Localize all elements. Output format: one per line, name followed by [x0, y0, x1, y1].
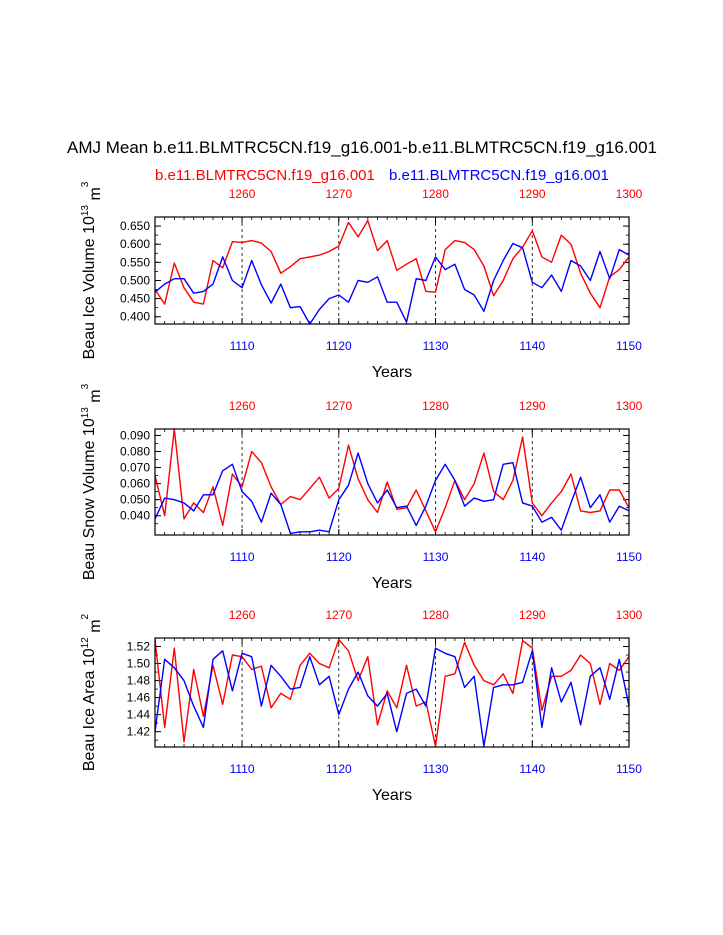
x-tick-label-top: 1260 — [229, 187, 256, 201]
y-tick-label: 0.040 — [120, 509, 150, 523]
x-axis-title: Years — [372, 787, 412, 804]
x-tick-label-top: 1300 — [616, 399, 643, 413]
y-tick-label: 0.050 — [120, 493, 150, 507]
x-tick-label-top: 1260 — [229, 399, 256, 413]
x-tick-label-bottom: 1130 — [423, 339, 449, 353]
y-tick-label: 1.48 — [127, 674, 151, 688]
x-tick-label-bottom: 1110 — [230, 339, 255, 353]
x-axis-title: Years — [372, 364, 412, 381]
x-tick-label-top: 1280 — [422, 608, 449, 622]
y-axis-title: Beau Ice Volume 1013 m3 — [80, 181, 104, 359]
x-tick-label-top: 1270 — [325, 608, 352, 622]
x-tick-label-top: 1300 — [616, 187, 643, 201]
plot-frame — [154, 428, 630, 536]
x-tick-label-bottom: 1120 — [326, 339, 352, 353]
series-line-red — [154, 428, 630, 533]
x-tick-label-bottom: 1140 — [519, 762, 545, 776]
legend-red-label: b.e11.BLMTRC5CN.f19_g16.001 — [155, 167, 375, 184]
y-tick-label: 1.46 — [127, 691, 151, 705]
plot-frame — [154, 216, 630, 325]
y-tick-label: 0.450 — [120, 292, 150, 306]
series-line-red — [154, 639, 630, 747]
series-line-blue — [154, 242, 630, 325]
x-tick-label-top: 1260 — [229, 608, 256, 622]
y-tick-label: 0.090 — [120, 428, 150, 442]
y-tick-label: 1.52 — [127, 640, 151, 654]
x-tick-label-top: 1280 — [422, 399, 449, 413]
y-tick-label: 0.070 — [120, 461, 150, 475]
panel-1: 1110 1120 1130 1140 1150 1260 1270 1280 1290 1300… — [80, 181, 643, 381]
series-line-blue — [154, 452, 630, 535]
y-tick-label: 0.550 — [120, 255, 150, 269]
series-line-blue — [154, 647, 630, 747]
x-tick-label-top: 1300 — [616, 608, 643, 622]
x-tick-label-bottom: 1120 — [326, 762, 352, 776]
y-axis-title: Beau Ice Area 1012 m2 — [80, 613, 104, 771]
x-tick-label-bottom: 1110 — [230, 762, 255, 776]
y-axis-title: Beau Snow Volume 1013 m3 — [80, 383, 104, 580]
x-tick-label-bottom: 1150 — [616, 550, 642, 564]
series-line-red — [154, 219, 630, 309]
x-tick-label-bottom: 1150 — [616, 762, 642, 776]
x-tick-label-bottom: 1140 — [519, 550, 545, 564]
x-tick-label-top: 1290 — [519, 608, 546, 622]
plot-frame — [154, 637, 630, 748]
x-tick-label-top: 1270 — [325, 399, 352, 413]
y-tick-label: 0.650 — [120, 219, 150, 233]
x-tick-label-top: 1290 — [519, 187, 546, 201]
x-tick-label-top: 1270 — [325, 187, 352, 201]
panel-3: 1110 1120 1130 1140 1150 1260 1270 1280 1290 1300… — [80, 608, 643, 804]
y-tick-label: 1.44 — [127, 708, 151, 722]
x-tick-label-bottom: 1130 — [423, 550, 449, 564]
y-tick-label: 0.080 — [120, 444, 150, 458]
x-tick-label-bottom: 1110 — [230, 550, 255, 564]
x-tick-label-bottom: 1150 — [616, 339, 642, 353]
panel-2: 1110 1120 1130 1140 1150 1260 1270 1280 1290 1300… — [80, 383, 643, 592]
x-tick-label-top: 1280 — [422, 187, 449, 201]
x-tick-label-bottom: 1140 — [519, 339, 545, 353]
x-tick-label-bottom: 1120 — [326, 550, 352, 564]
y-tick-label: 1.42 — [127, 725, 151, 739]
y-tick-label: 0.060 — [120, 477, 150, 491]
y-tick-label: 0.400 — [120, 310, 150, 324]
x-tick-label-bottom: 1130 — [423, 762, 449, 776]
x-axis-title: Years — [372, 575, 412, 592]
x-tick-label-top: 1290 — [519, 399, 546, 413]
figure-title: AMJ Mean b.e11.BLMTRC5CN.f19_g16.001-b.e… — [67, 138, 657, 157]
y-tick-label: 0.500 — [120, 273, 150, 287]
y-tick-label: 1.50 — [127, 657, 151, 671]
legend-blue-label: b.e11.BLMTRC5CN.f19_g16.001 — [389, 167, 609, 184]
y-tick-label: 0.600 — [120, 237, 150, 251]
